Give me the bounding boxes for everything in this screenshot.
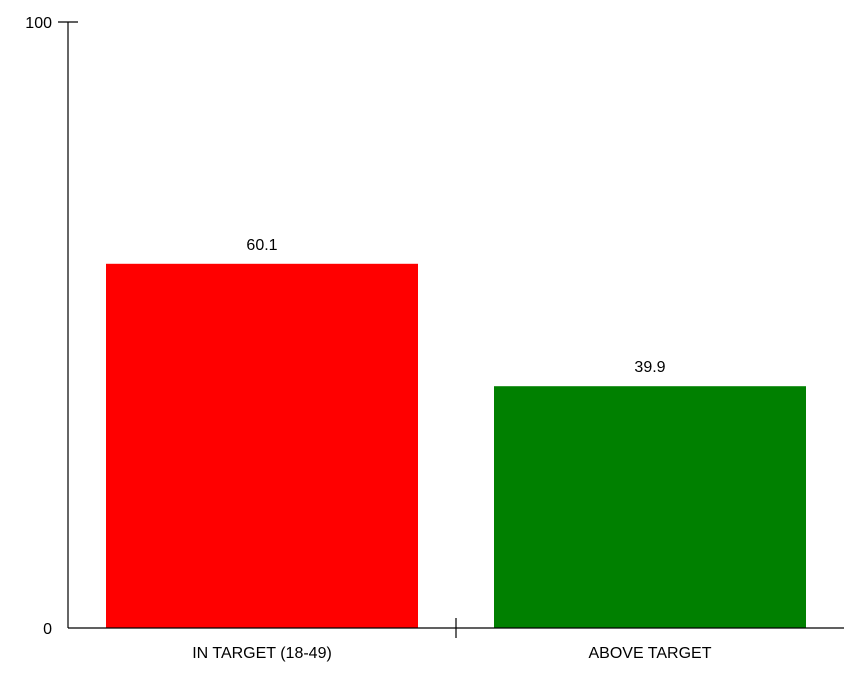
labels-layer: 0 100 60.1 IN TARGET (18-49) 39.9 ABOVE TARGE… bbox=[25, 15, 711, 662]
x-tick-label: ABOVE TARGET bbox=[589, 645, 712, 662]
bar bbox=[106, 263, 418, 628]
bar-data-label: 60.1 bbox=[246, 237, 277, 254]
y-tick-label: 100 bbox=[25, 15, 52, 32]
x-tick-label: IN TARGET (18-49) bbox=[192, 645, 332, 662]
bars-layer bbox=[106, 263, 806, 628]
y-tick-label: 0 bbox=[43, 621, 52, 638]
bar bbox=[494, 386, 806, 628]
axes-layer bbox=[58, 21, 844, 638]
bar-data-label: 39.9 bbox=[634, 359, 665, 376]
